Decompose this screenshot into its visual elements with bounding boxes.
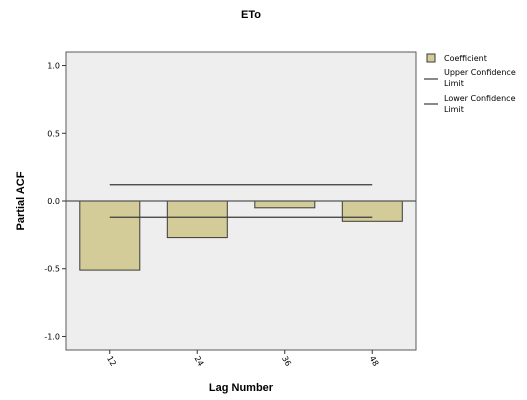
- x-axis: 12 24 36 48: [105, 350, 380, 368]
- legend-lower-label-line2: Limit: [444, 105, 464, 114]
- y-axis: 1.0 0.5 0.0 -0.5 -1.0: [44, 62, 66, 341]
- confidence-lines-layer: [109, 184, 373, 218]
- x-tick-label: 24: [193, 355, 206, 368]
- bar-lag-12: [79, 200, 141, 271]
- bar-lag-24: [166, 200, 228, 239]
- y-tick-label: 0.0: [47, 197, 60, 206]
- x-axis-title: Lag Number: [209, 382, 274, 394]
- legend: Coefficient Upper Confidence Limit Lower…: [424, 53, 516, 114]
- legend-lower-label-line1: Lower Confidence: [444, 94, 516, 103]
- y-tick-label: 0.5: [47, 129, 60, 138]
- legend-coefficient-label: Coefficient: [444, 54, 487, 63]
- bar-lag-48: [341, 200, 403, 222]
- legend-upper-label-line1: Upper Confidence: [444, 68, 516, 77]
- x-tick-label: 36: [280, 355, 293, 368]
- bar-lag-36: [254, 200, 316, 209]
- chart-title: ETo: [241, 9, 261, 21]
- x-tick-label: 12: [105, 355, 118, 368]
- x-tick-label: 48: [368, 355, 381, 368]
- legend-upper-label-line2: Limit: [444, 79, 464, 88]
- y-tick-label: -1.0: [44, 332, 60, 341]
- legend-coefficient-swatch: [426, 53, 436, 63]
- y-tick-label: 1.0: [47, 62, 60, 71]
- y-axis-title: Partial ACF: [15, 171, 27, 230]
- y-tick-label: -0.5: [44, 265, 60, 274]
